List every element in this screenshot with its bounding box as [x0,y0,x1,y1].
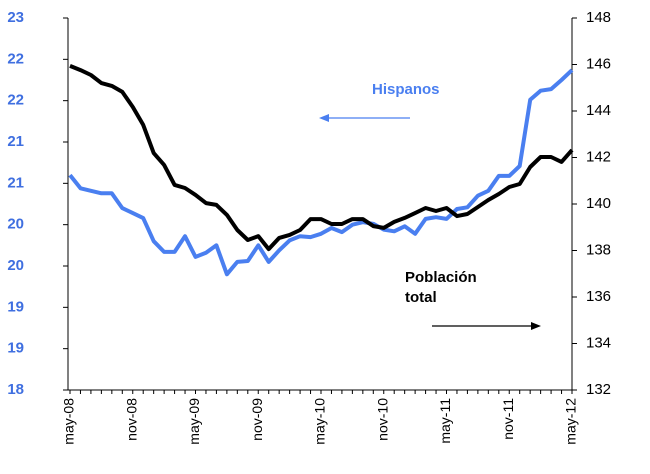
arrow-head [319,114,329,122]
y2-tick-label: 140 [586,195,611,212]
annotation: total [405,289,437,306]
x-tick-label: may-12 [563,398,579,445]
x-tick-label: nov-08 [123,398,139,441]
x-tick-label: may-09 [186,398,202,445]
x-tick-label: may-10 [312,398,328,445]
y-tick-label: 21 [7,174,24,191]
y-tick-label: 19 [7,340,24,357]
y-tick-label: 20 [7,257,24,274]
y-tick-label: 18 [7,381,24,398]
y-tick-label: 22 [7,50,24,67]
x-tick-label: may-08 [61,398,77,445]
x-tick-label: nov-11 [500,398,516,440]
y2-tick-label: 148 [586,9,611,26]
x-tick-label: nov-09 [249,398,265,441]
y2-tick-label: 134 [586,334,611,351]
y2-tick-label: 146 [586,55,611,72]
series-line [68,68,574,277]
y2-tick-label: 132 [586,381,611,398]
y-tick-label: 20 [7,216,24,233]
y2-tick-label: 142 [586,148,611,165]
y-tick-label: 22 [7,92,24,109]
y-tick-label: 21 [7,133,24,150]
x-tick-label: may-11 [437,398,453,444]
y-tick-label: 23 [7,9,24,26]
x-tick-label: nov-10 [374,398,390,441]
arrow-head [531,322,541,330]
series-line [69,64,574,252]
y-tick-label: 19 [7,298,24,315]
y2-tick-label: 144 [586,102,611,119]
y2-tick-label: 138 [586,241,611,258]
annotation: Población [405,269,477,286]
y2-tick-label: 136 [586,288,611,305]
annotation: Hispanos [372,81,440,98]
